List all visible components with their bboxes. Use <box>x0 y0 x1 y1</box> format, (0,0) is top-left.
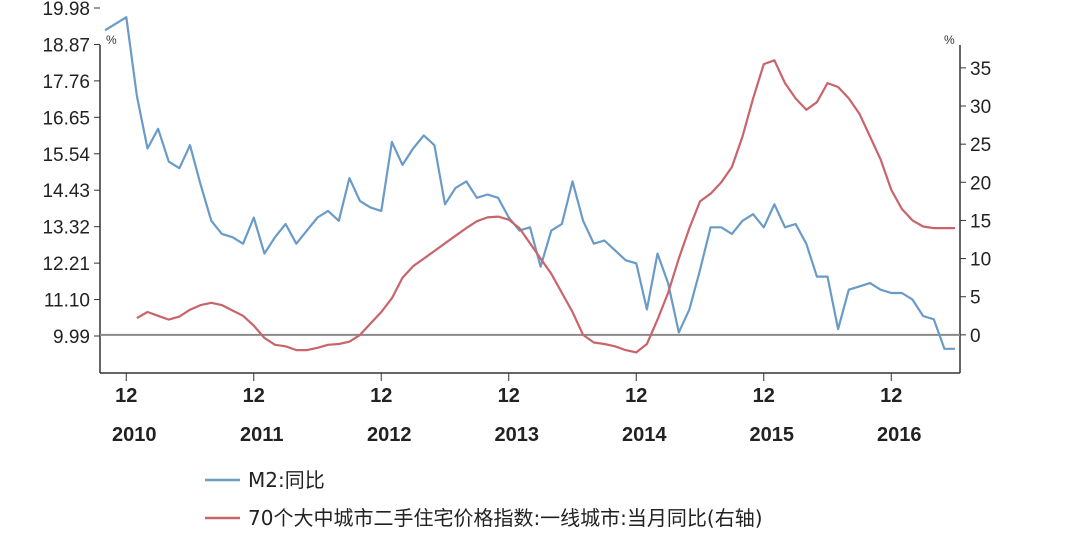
left-tick-label: 11.10 <box>44 291 90 312</box>
right-tick-label: 15 <box>970 211 991 232</box>
x-tick-year-label: 2015 <box>750 424 795 446</box>
x-tick-month-label: 12 <box>115 385 137 407</box>
legend: M2:同比 70个大中城市二手住宅价格指数:一线城市:当月同比(右轴) <box>205 468 763 530</box>
x-axis-ticks: 12 2010 12 2011 12 2012 12 2013 12 2014 12 2015 12 20… <box>112 373 922 446</box>
left-tick-label: 15.54 <box>42 145 90 166</box>
x-tick-month-label: 12 <box>498 385 520 407</box>
legend-label-house-price: 70个大中城市二手住宅价格指数:一线城市:当月同比(右轴) <box>248 506 763 530</box>
legend-label-m2: M2:同比 <box>248 468 325 492</box>
x-tick-year-label: 2013 <box>495 424 540 446</box>
left-tick-label: 9.99 <box>53 327 90 348</box>
series-line-m2 <box>104 16 955 350</box>
right-tick-label: 20 <box>970 173 991 194</box>
left-tick-label: 17.76 <box>42 72 90 93</box>
left-tick-label: 19.98 <box>42 0 90 20</box>
x-tick-year-label: 2011 <box>240 424 283 446</box>
left-axis-unit: % <box>106 33 117 47</box>
x-tick-year-label: 2010 <box>112 424 157 446</box>
right-tick-label: 10 <box>970 250 991 271</box>
right-tick-label: 5 <box>970 288 981 309</box>
left-tick-label: 13.32 <box>42 218 90 239</box>
left-tick-label: 18.87 <box>42 35 90 56</box>
x-tick-month-label: 12 <box>880 385 902 407</box>
left-tick-label: 14.43 <box>42 181 90 202</box>
x-tick-year-label: 2014 <box>622 424 667 446</box>
plot-area: 19.98 18.87 17.76 16.65 15.54 14.43 13.32 12.21… <box>42 0 991 446</box>
left-tick-label: 12.21 <box>42 254 90 275</box>
right-tick-label: 30 <box>970 97 991 118</box>
x-tick-month-label: 12 <box>625 385 647 407</box>
x-tick-month-label: 12 <box>753 385 775 407</box>
series-line-house-price <box>136 59 955 354</box>
x-tick-month-label: 12 <box>243 385 265 407</box>
right-axis-ticks: 35 30 25 20 15 10 5 0 <box>960 59 991 347</box>
left-tick-label: 16.65 <box>42 108 90 129</box>
right-tick-label: 0 <box>970 326 981 347</box>
x-tick-year-label: 2016 <box>877 424 922 446</box>
x-tick-year-label: 2012 <box>367 424 412 446</box>
x-tick-month-label: 12 <box>370 385 392 407</box>
right-axis-unit: % <box>944 33 955 47</box>
right-tick-label: 35 <box>970 59 991 80</box>
left-axis-ticks: 19.98 18.87 17.76 16.65 15.54 14.43 13.32 12.21… <box>42 0 100 348</box>
right-tick-label: 25 <box>970 135 991 156</box>
